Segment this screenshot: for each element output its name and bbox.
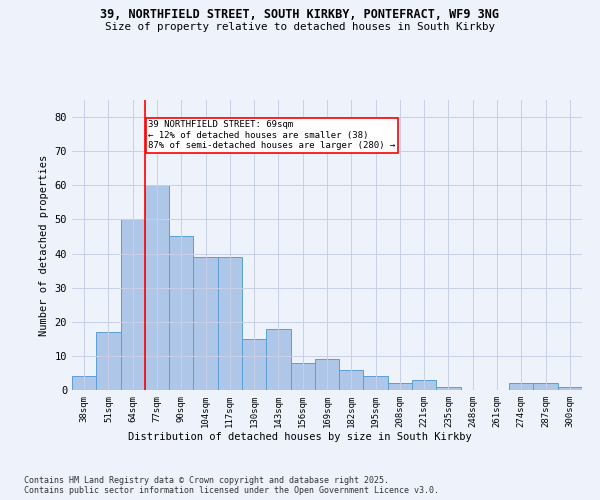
Bar [242, 339, 266, 390]
Bar [388, 383, 412, 390]
Bar [533, 383, 558, 390]
Y-axis label: Number of detached properties: Number of detached properties [39, 154, 49, 336]
Text: 39, NORTHFIELD STREET, SOUTH KIRKBY, PONTEFRACT, WF9 3NG: 39, NORTHFIELD STREET, SOUTH KIRKBY, PON… [101, 8, 499, 20]
Bar [339, 370, 364, 390]
Bar [412, 380, 436, 390]
Text: Contains HM Land Registry data © Crown copyright and database right 2025.
Contai: Contains HM Land Registry data © Crown c… [24, 476, 439, 495]
Text: Distribution of detached houses by size in South Kirkby: Distribution of detached houses by size … [128, 432, 472, 442]
Bar [315, 360, 339, 390]
Bar [121, 220, 145, 390]
Bar [145, 186, 169, 390]
Text: 39 NORTHFIELD STREET: 69sqm
← 12% of detached houses are smaller (38)
87% of sem: 39 NORTHFIELD STREET: 69sqm ← 12% of det… [149, 120, 396, 150]
Bar [290, 362, 315, 390]
Text: Size of property relative to detached houses in South Kirkby: Size of property relative to detached ho… [105, 22, 495, 32]
Bar [72, 376, 96, 390]
Bar [364, 376, 388, 390]
Bar [193, 257, 218, 390]
Bar [218, 257, 242, 390]
Bar [266, 328, 290, 390]
Bar [509, 383, 533, 390]
Bar [169, 236, 193, 390]
Bar [96, 332, 121, 390]
Bar [436, 386, 461, 390]
Bar [558, 386, 582, 390]
